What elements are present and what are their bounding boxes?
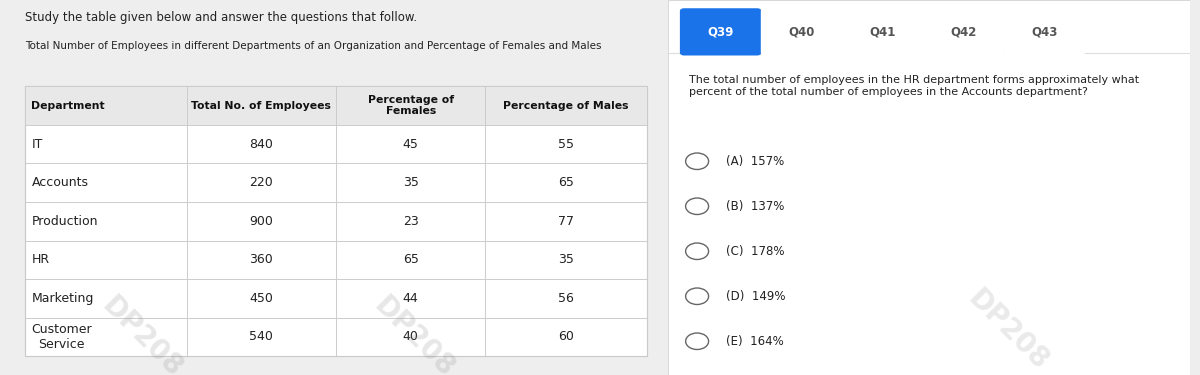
- Text: Accounts: Accounts: [31, 176, 89, 189]
- FancyBboxPatch shape: [841, 8, 923, 56]
- Text: 45: 45: [403, 138, 419, 151]
- Text: (C)  178%: (C) 178%: [726, 245, 785, 258]
- Text: 65: 65: [558, 176, 574, 189]
- Text: Q43: Q43: [1031, 26, 1057, 38]
- Text: (A)  157%: (A) 157%: [726, 155, 784, 168]
- Text: Percentage of
Females: Percentage of Females: [367, 95, 454, 116]
- Text: Percentage of Males: Percentage of Males: [504, 100, 629, 111]
- Text: Customer
Service: Customer Service: [31, 323, 92, 351]
- FancyBboxPatch shape: [680, 8, 761, 56]
- Text: 65: 65: [403, 254, 419, 266]
- Text: (E)  164%: (E) 164%: [726, 335, 784, 348]
- Text: Total Number of Employees in different Departments of an Organization and Percen: Total Number of Employees in different D…: [25, 41, 601, 51]
- Text: Q41: Q41: [869, 26, 895, 38]
- Text: Q40: Q40: [788, 26, 815, 38]
- Text: DP208: DP208: [368, 292, 460, 375]
- Text: 44: 44: [403, 292, 419, 305]
- Text: Department: Department: [31, 100, 106, 111]
- Text: 450: 450: [250, 292, 274, 305]
- FancyBboxPatch shape: [1003, 8, 1085, 56]
- Text: (B)  137%: (B) 137%: [726, 200, 784, 213]
- Text: Marketing: Marketing: [31, 292, 94, 305]
- Text: Q39: Q39: [708, 26, 733, 38]
- Text: 60: 60: [558, 330, 574, 344]
- Text: Total No. of Employees: Total No. of Employees: [192, 100, 331, 111]
- Text: 40: 40: [403, 330, 419, 344]
- FancyBboxPatch shape: [25, 86, 647, 356]
- Text: 77: 77: [558, 215, 574, 228]
- Text: 23: 23: [403, 215, 419, 228]
- Text: DP208: DP208: [96, 292, 187, 375]
- Text: Production: Production: [31, 215, 98, 228]
- FancyBboxPatch shape: [761, 8, 842, 56]
- FancyBboxPatch shape: [668, 0, 1190, 375]
- Text: (D)  149%: (D) 149%: [726, 290, 785, 303]
- Text: 220: 220: [250, 176, 274, 189]
- Text: IT: IT: [31, 138, 43, 151]
- Text: 540: 540: [250, 330, 274, 344]
- Text: 900: 900: [250, 215, 274, 228]
- FancyBboxPatch shape: [923, 8, 1004, 56]
- Text: 360: 360: [250, 254, 274, 266]
- Text: DP208: DP208: [962, 284, 1054, 375]
- Text: Q42: Q42: [950, 26, 977, 38]
- Text: 35: 35: [558, 254, 574, 266]
- Text: 55: 55: [558, 138, 574, 151]
- Text: 35: 35: [403, 176, 419, 189]
- Text: 56: 56: [558, 292, 574, 305]
- Text: The total number of employees in the HR department forms approximately what
perc: The total number of employees in the HR …: [689, 75, 1140, 97]
- Text: Study the table given below and answer the questions that follow.: Study the table given below and answer t…: [25, 11, 418, 24]
- Text: HR: HR: [31, 254, 49, 266]
- Text: 840: 840: [250, 138, 274, 151]
- FancyBboxPatch shape: [25, 86, 647, 125]
